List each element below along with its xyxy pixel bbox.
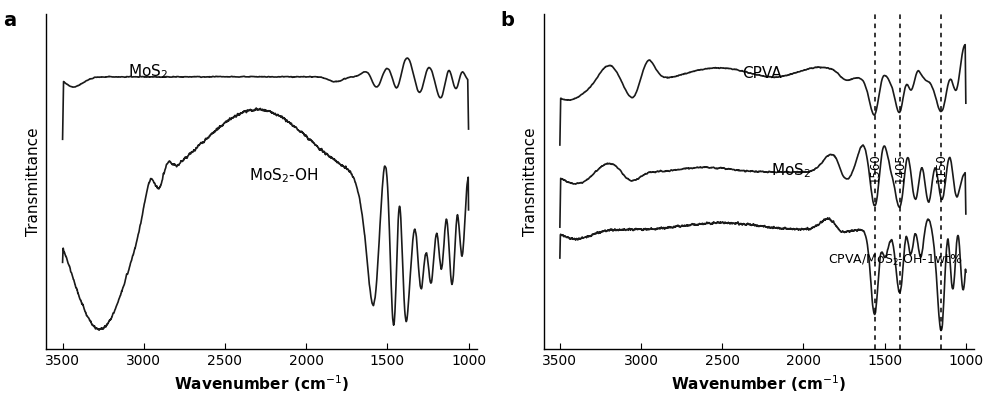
Text: a: a xyxy=(3,11,16,30)
Text: CPVA/MoS$_2$-OH-1wt%: CPVA/MoS$_2$-OH-1wt% xyxy=(828,253,962,268)
Y-axis label: Transmittance: Transmittance xyxy=(26,127,41,236)
Text: MoS$_2$-OH: MoS$_2$-OH xyxy=(249,166,318,185)
X-axis label: Wavenumber (cm$^{-1}$): Wavenumber (cm$^{-1}$) xyxy=(671,373,846,394)
X-axis label: Wavenumber (cm$^{-1}$): Wavenumber (cm$^{-1}$) xyxy=(174,373,349,394)
Text: MoS$_2$: MoS$_2$ xyxy=(128,63,168,81)
Text: MoS$_2$: MoS$_2$ xyxy=(771,162,811,180)
Text: b: b xyxy=(501,11,514,30)
Text: 1560: 1560 xyxy=(868,153,881,183)
Text: CPVA: CPVA xyxy=(742,66,781,81)
Text: 1150: 1150 xyxy=(935,153,948,183)
Text: 1405: 1405 xyxy=(894,153,907,183)
Y-axis label: Transmittance: Transmittance xyxy=(523,127,538,236)
